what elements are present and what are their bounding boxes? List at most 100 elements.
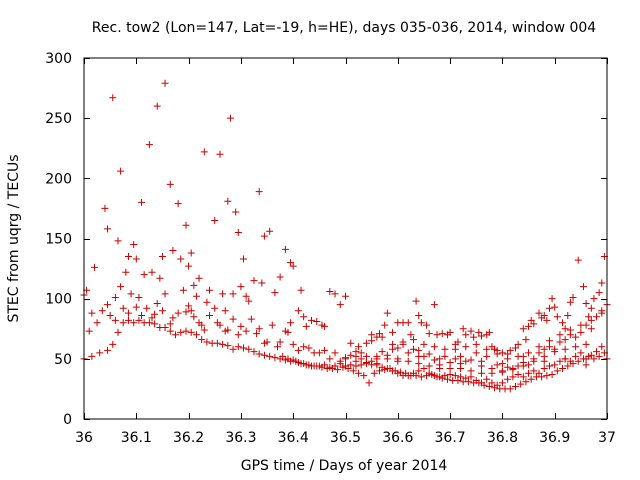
plot-frame [83, 57, 608, 420]
data-point [459, 325, 467, 333]
data-point [430, 343, 438, 351]
data-point [124, 309, 132, 317]
data-point [417, 319, 425, 327]
data-point [540, 312, 548, 320]
data-point [355, 369, 363, 377]
data-point [352, 362, 360, 370]
data-point [224, 342, 232, 350]
data-point [88, 352, 96, 360]
data-point [185, 302, 193, 310]
data-point [430, 372, 438, 380]
data-point [409, 336, 417, 344]
data-point [389, 328, 397, 336]
x-tick-label: 36.1 [121, 430, 152, 446]
data-point [525, 361, 533, 369]
data-point [219, 340, 227, 348]
data-point [587, 304, 595, 312]
data-point [477, 369, 485, 377]
y-tick-label: 300 [45, 51, 72, 67]
data-point [545, 337, 553, 345]
series-high-scatter [83, 79, 608, 358]
data-point [156, 274, 164, 282]
data-point [527, 375, 535, 383]
data-point [514, 340, 522, 348]
data-point [229, 315, 237, 323]
data-point [284, 355, 292, 363]
data-point [511, 383, 519, 391]
x-tick-label: 36 [75, 430, 93, 446]
data-point [206, 312, 214, 320]
data-point [234, 343, 242, 351]
data-point [498, 367, 506, 375]
data-point [192, 331, 200, 339]
x-tick-label: 37 [598, 430, 616, 446]
data-point [417, 373, 425, 381]
data-point [88, 309, 96, 317]
series-lower-band [80, 316, 608, 393]
data-point [104, 301, 112, 309]
data-point [559, 364, 567, 372]
data-point [561, 345, 569, 353]
data-point [124, 253, 132, 261]
data-point [226, 114, 234, 122]
data-point [530, 357, 538, 365]
data-point [472, 376, 480, 384]
data-point [117, 167, 125, 175]
data-point [543, 316, 551, 324]
data-point [540, 345, 548, 353]
data-point [436, 355, 444, 363]
data-point [321, 346, 329, 354]
data-point [441, 345, 449, 353]
data-point [525, 369, 533, 377]
data-point [357, 361, 365, 369]
data-point [493, 350, 501, 358]
data-point [545, 362, 553, 370]
data-point [566, 326, 574, 334]
x-axis-label: GPS time / Days of year 2014 [241, 458, 448, 474]
data-point [297, 286, 305, 294]
data-point [232, 208, 240, 216]
data-point [138, 198, 146, 206]
data-point [260, 232, 268, 240]
data-point [305, 344, 313, 352]
data-point [566, 357, 574, 365]
data-point [365, 379, 373, 387]
data-point [145, 141, 153, 149]
data-point [475, 328, 483, 336]
data-point [289, 356, 297, 364]
data-point [394, 369, 402, 377]
data-point [467, 356, 475, 364]
data-point [109, 94, 117, 102]
data-point [553, 313, 561, 321]
data-point [190, 281, 198, 289]
y-tick-label: 150 [45, 232, 72, 248]
data-point [119, 304, 127, 312]
data-point [483, 375, 491, 383]
data-point [420, 364, 428, 372]
data-point [135, 293, 143, 301]
data-point [148, 268, 156, 276]
data-point [415, 367, 423, 375]
data-point [389, 367, 397, 375]
data-point [206, 286, 214, 294]
data-point [383, 309, 391, 317]
data-point [200, 148, 208, 156]
data-point [407, 331, 415, 339]
data-point [564, 312, 572, 320]
data-point [530, 320, 538, 328]
data-point [263, 338, 271, 346]
data-point [525, 349, 533, 357]
data-point [498, 349, 506, 357]
data-point [362, 358, 370, 366]
data-point [582, 340, 590, 348]
data-point [90, 263, 98, 271]
y-axis-label: STEC from uqrg / TECUs [6, 154, 22, 322]
data-point [111, 293, 119, 301]
data-point [349, 367, 357, 375]
axes: 36 36.1 36.2 36.3 36.4 36.5 36.6 36.7 36.8 36.9 37… [45, 51, 616, 446]
data-point [135, 316, 143, 324]
data-point [504, 355, 512, 363]
data-point [104, 225, 112, 233]
data-point [389, 340, 397, 348]
data-point [538, 373, 546, 381]
